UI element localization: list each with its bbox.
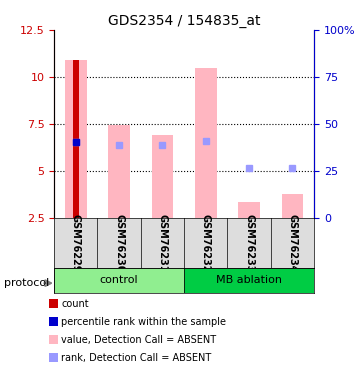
Text: rank, Detection Call = ABSENT: rank, Detection Call = ABSENT bbox=[61, 353, 212, 363]
Text: percentile rank within the sample: percentile rank within the sample bbox=[61, 317, 226, 327]
Text: GSM76234: GSM76234 bbox=[287, 214, 297, 272]
Text: GSM76233: GSM76233 bbox=[244, 214, 254, 272]
Title: GDS2354 / 154835_at: GDS2354 / 154835_at bbox=[108, 13, 260, 28]
Text: GSM76230: GSM76230 bbox=[114, 214, 124, 272]
Bar bbox=[108, 124, 130, 217]
Text: count: count bbox=[61, 299, 89, 309]
Text: control: control bbox=[100, 275, 138, 285]
Bar bbox=[65, 60, 87, 217]
Text: GSM76232: GSM76232 bbox=[201, 214, 211, 272]
Bar bbox=[73, 60, 79, 217]
Text: MB ablation: MB ablation bbox=[216, 275, 282, 285]
Bar bbox=[282, 194, 303, 217]
Text: value, Detection Call = ABSENT: value, Detection Call = ABSENT bbox=[61, 335, 217, 345]
Bar bbox=[238, 202, 260, 217]
Text: protocol: protocol bbox=[4, 278, 49, 288]
FancyBboxPatch shape bbox=[54, 268, 184, 292]
Bar bbox=[195, 68, 217, 218]
Bar bbox=[152, 135, 173, 218]
Text: GSM76229: GSM76229 bbox=[71, 214, 81, 272]
FancyBboxPatch shape bbox=[184, 268, 314, 292]
Text: GSM76231: GSM76231 bbox=[157, 214, 168, 272]
